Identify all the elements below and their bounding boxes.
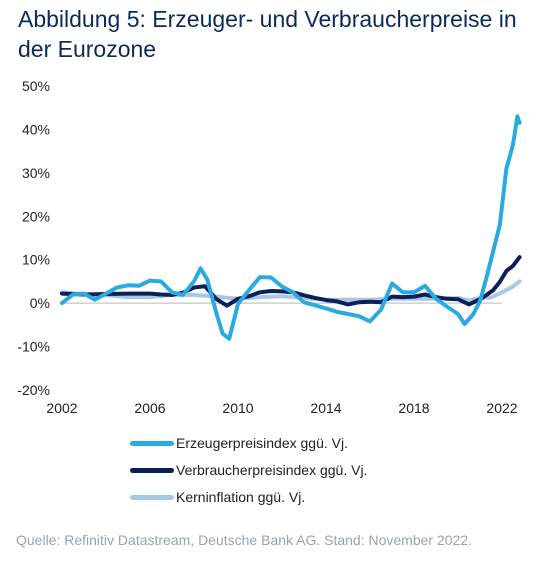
x-tick-label: 2010 [222, 400, 253, 416]
line-chart: 50%40%30%20%10%0%-10%-20% 2002 2006 2010 20… [17, 78, 522, 416]
y-tick-label: 10% [22, 252, 50, 268]
chart-title: Abbildung 5: Erzeuger- und Verbraucherpr… [18, 6, 517, 62]
y-tick-label: -10% [17, 339, 50, 355]
legend-label-core: Kerninflation ggü. Vj. [176, 489, 306, 505]
y-tick-label: 50% [22, 78, 50, 94]
x-tick-label: 2018 [398, 400, 429, 416]
series-layer [60, 114, 522, 341]
y-tick-label: -20% [17, 382, 50, 398]
source-note: Quelle: Refinitiv Datastream, Deutsche B… [16, 532, 473, 548]
x-tick-label: 2022 [486, 400, 517, 416]
x-axis-labels: 2002 2006 2010 2014 2018 2022 [46, 400, 517, 416]
y-tick-label: 30% [22, 165, 50, 181]
y-tick-label: 40% [22, 121, 50, 137]
legend-label-consumer: Verbraucherpreisindex ggü. Vj. [176, 462, 368, 478]
series-line-producer [60, 114, 522, 341]
x-tick-label: 2006 [134, 400, 165, 416]
y-tick-label: 0% [30, 295, 50, 311]
x-tick-label: 2014 [310, 400, 341, 416]
x-tick-label: 2002 [46, 400, 77, 416]
legend-swatch-core [130, 495, 174, 500]
y-axis-labels: 50% 40% 30% 20% 10% 0% -10% -20% [17, 78, 50, 398]
legend-label-producer: Erzeugerpreisindex ggü. Vj. [176, 435, 348, 451]
legend-swatch-consumer [130, 468, 174, 473]
y-tick-label: 20% [22, 208, 50, 224]
legend-swatch-producer [130, 441, 174, 446]
